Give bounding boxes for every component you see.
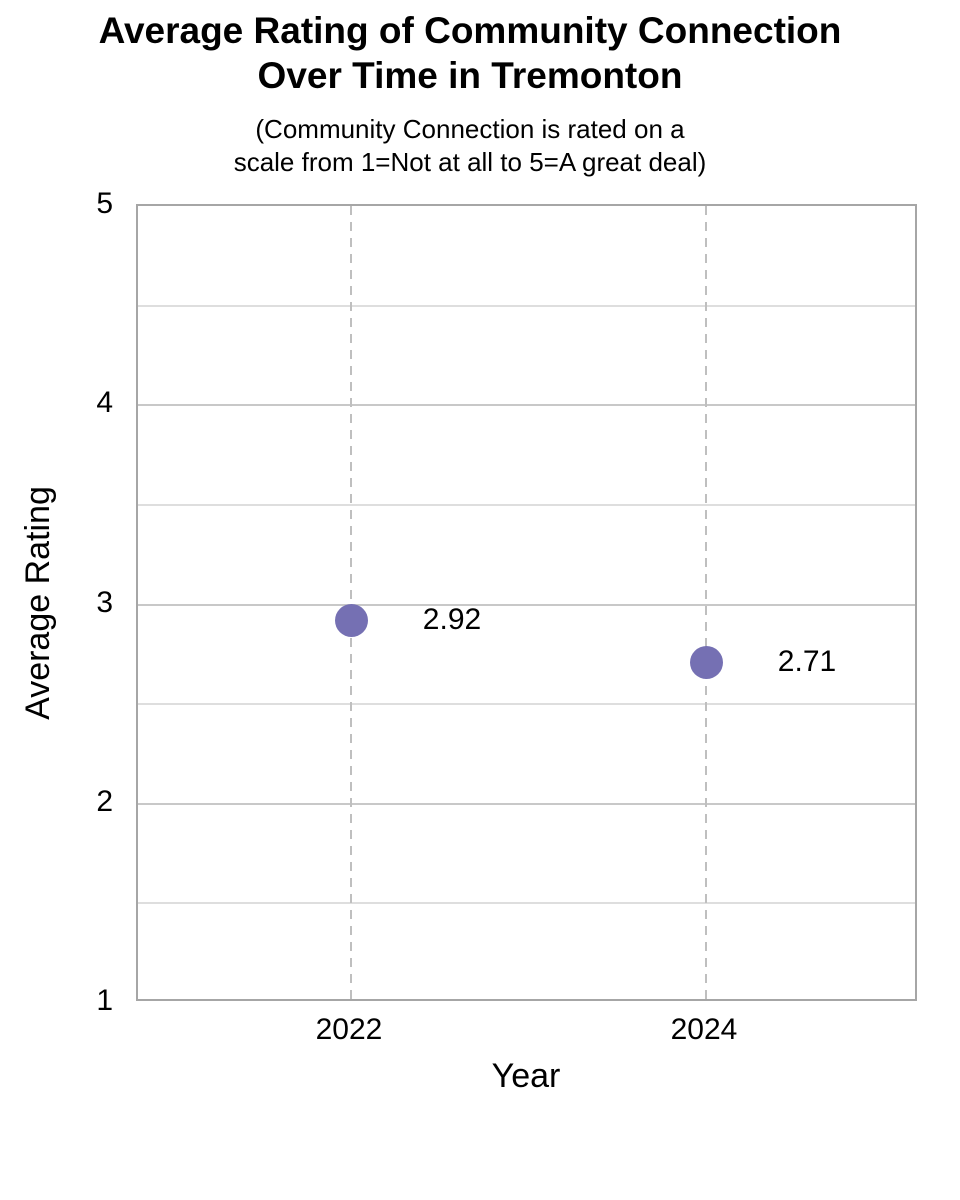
minor-gridline — [138, 304, 915, 307]
plot-area: 2.92 2.71 — [136, 204, 917, 1001]
y-tick-label: 5 — [96, 187, 113, 220]
chart-title-line2: Over Time in Tremonton — [257, 55, 683, 96]
major-gridline — [138, 603, 915, 606]
x-axis-title: Year — [491, 1057, 561, 1095]
major-gridline — [138, 802, 915, 805]
y-tick-label: 4 — [96, 386, 113, 420]
y-tick-label: 2 — [96, 784, 113, 818]
x-tick-label: 2022 — [315, 1013, 383, 1046]
chart-subtitle-line1: (Community Connection is rated on a — [255, 114, 685, 144]
chart-subtitle: (Community Connection is rated on a scal… — [0, 113, 940, 179]
data-point-2022 — [334, 603, 368, 637]
y-tick-label: 1 — [96, 984, 113, 1017]
minor-gridline — [138, 703, 915, 706]
major-gridline — [138, 404, 915, 407]
dashed-gridline — [350, 206, 352, 999]
minor-gridline — [138, 902, 915, 905]
chart-title: Average Rating of Community Connection O… — [0, 8, 940, 98]
minor-gridline — [138, 503, 915, 506]
x-tick-label: 2024 — [670, 1013, 738, 1046]
y-tick-label: 3 — [96, 585, 113, 619]
y-axis-title: Average Rating — [19, 486, 57, 720]
data-label-2024: 2.71 — [777, 645, 837, 679]
data-label-2022: 2.92 — [422, 603, 482, 637]
chart-title-line1: Average Rating of Community Connection — [98, 10, 842, 51]
chart-subtitle-line2: scale from 1=Not at all to 5=A great dea… — [233, 147, 707, 177]
data-point-2024 — [689, 645, 723, 679]
dashed-gridline — [705, 206, 707, 999]
